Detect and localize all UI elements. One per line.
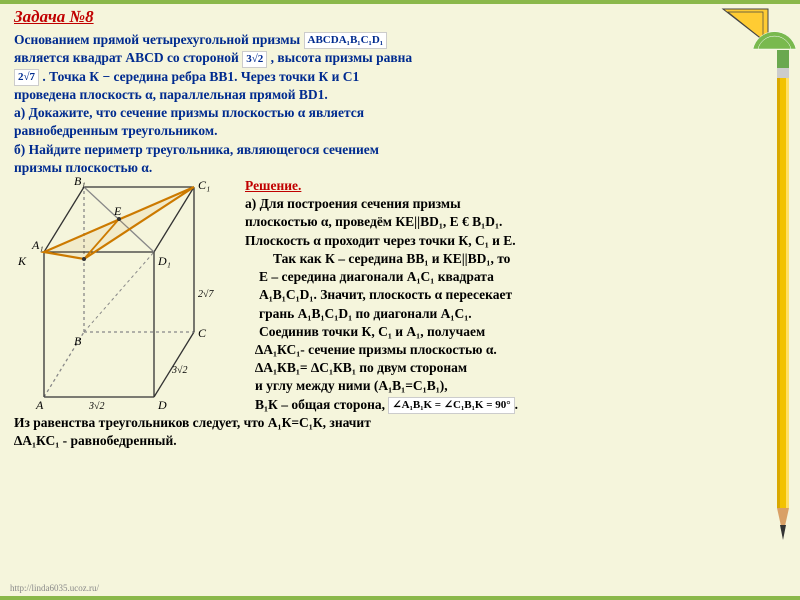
formula-angle: ∠A₁B₁K = ∠C₁B₁K = 90° <box>388 397 514 414</box>
s-a13: Из равенства треугольников следует, что … <box>14 415 371 430</box>
solution-label: Решение. <box>245 177 762 195</box>
task-title: Задача №8 <box>14 6 762 29</box>
solution-body: а) Для построения сечения призмы плоскос… <box>245 195 762 414</box>
formula-height: 2√7 <box>14 69 39 86</box>
svg-text:C: C <box>198 326 207 340</box>
svg-text:2√7: 2√7 <box>198 289 214 300</box>
formula-prism: ABCDA₁B₁C₁D₁ <box>304 32 388 49</box>
svg-text:D: D <box>157 398 167 412</box>
s-a4: Так как К – середина ВВ₁ и КЕ||BD₁, то <box>245 251 510 266</box>
s-a11: и углу между ними (А₁В₁=С₁В₁), <box>245 378 448 393</box>
svg-text:A: A <box>35 398 44 412</box>
svg-text:3√2: 3√2 <box>171 365 188 376</box>
svg-text:D₁: D₁ <box>157 254 171 268</box>
s-a3: Плоскость α проходит через точки К, С₁ и… <box>245 233 516 248</box>
s-a12: В₁К – общая сторона, <box>245 397 388 412</box>
s-a1: а) Для построения сечения призмы <box>245 196 461 211</box>
s-a2: плоскостью α, проведём КЕ||BD₁, Е € В₁D₁… <box>245 214 502 229</box>
s-a5: Е – середина диагонали А₁С₁ квадрата <box>245 269 494 284</box>
formula-side: 3√2 <box>242 51 267 68</box>
svg-text:E: E <box>113 204 122 218</box>
p-line4: проведена плоскость α, параллельная прям… <box>14 87 328 102</box>
p-partA2: равнобедренным треугольником. <box>14 123 217 138</box>
problem-statement: Основанием прямой четырехугольной призмы… <box>14 31 762 177</box>
svg-text:K: K <box>17 254 27 268</box>
solution-tail: Из равенства треугольников следует, что … <box>14 414 762 450</box>
s-a6: А₁В₁С₁D₁. Значит, плоскость α пересекает <box>245 287 512 302</box>
svg-text:B₁: B₁ <box>74 177 86 188</box>
p-partB2: призмы плоскостью α. <box>14 160 152 175</box>
p-partB: б) Найдите периметр треугольника, являющ… <box>14 142 379 157</box>
p-line1: Основанием прямой четырехугольной призмы <box>14 32 304 47</box>
p-line2a: является квадрат ABCD со стороной <box>14 50 242 65</box>
p-partA: а) Докажите, что сечение призмы плоскост… <box>14 105 364 120</box>
svg-text:B: B <box>74 334 82 348</box>
s-a8: Соединив точки К, С₁ и А₁, получаем <box>245 324 485 339</box>
svg-text:3√2: 3√2 <box>88 401 105 412</box>
svg-text:A₁: A₁ <box>31 238 44 252</box>
svg-text:C₁: C₁ <box>198 178 210 192</box>
s-a7: грань А₁В₁С₁D₁ по диагонали А₁С₁. <box>245 306 472 321</box>
footer-url: http://linda6035.ucoz.ru/ <box>10 582 99 594</box>
p-line3: . Точка К − середина ребра ВВ1. Через то… <box>42 69 359 84</box>
p-line2b: , высота призмы равна <box>271 50 413 65</box>
s-a10: ∆А₁КВ₁= ∆С₁КВ₁ по двум сторонам <box>245 360 467 375</box>
s-a9: ∆А₁КС₁- сечение призмы плоскостью α. <box>245 342 497 357</box>
prism-diagram: A B C D A₁ B₁ C₁ D₁ K E 3√2 3√2 2√7 <box>14 177 239 412</box>
s-a14: ∆А₁КС₁ - равнобедренный. <box>14 433 177 448</box>
